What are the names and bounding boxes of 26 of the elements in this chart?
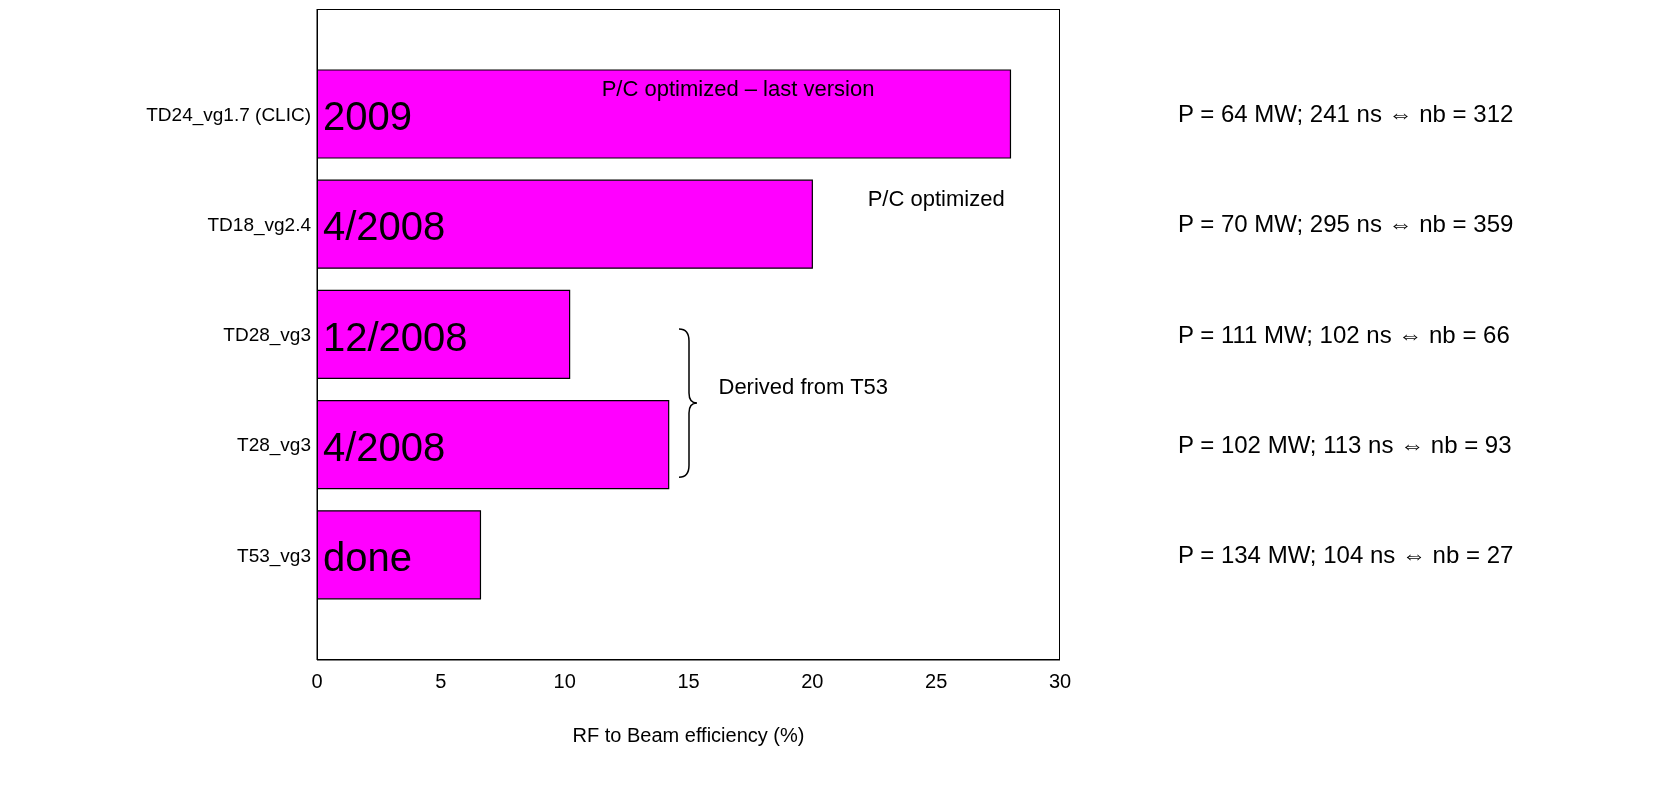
x-tick-label: 20 [801, 670, 824, 693]
text: P = 111 MW; 102 ns ⇔ nb = 66 [1178, 320, 1510, 349]
x-tick-label: 15 [677, 670, 700, 693]
y-tick-label: TD28_vg3 [223, 324, 311, 347]
x-tick-label: 0 [311, 670, 323, 693]
annotation: 4/2008 [323, 203, 446, 251]
text: P = 64 MW; 241 ns ⇔ nb = 312 [1178, 100, 1514, 129]
x-tick-label: 25 [925, 670, 948, 693]
y-tick-label: TD18_vg2.4 [207, 214, 312, 237]
x-axis-title: RF to Beam efficiency (%) [572, 724, 805, 746]
annotation: P/C optimized – last version [601, 76, 875, 103]
annotation: 2009 [323, 93, 412, 141]
annotation: Derived from T53 [718, 373, 889, 400]
y-tick-label: T53_vg3 [237, 544, 311, 567]
annotation: P/C optimized [867, 186, 1005, 213]
annotation: 4/2008 [323, 423, 446, 471]
y-tick-label: T28_vg3 [237, 434, 311, 457]
annotation: done [323, 533, 412, 581]
annotation: 12/2008 [323, 313, 468, 361]
x-tick-label: 5 [435, 670, 447, 693]
x-tick-label: 10 [553, 670, 576, 693]
text: P = 102 MW; 113 ns ⇔ nb = 93 [1178, 430, 1512, 459]
x-tick-label: 30 [1048, 670, 1072, 693]
y-tick-label: TD24_vg1.7 (CLIC) [146, 103, 311, 126]
text: P = 70 MW; 295 ns ⇔ nb = 359 [1178, 210, 1514, 239]
text: P = 134 MW; 104 ns ⇔ nb = 27 [1178, 540, 1514, 569]
